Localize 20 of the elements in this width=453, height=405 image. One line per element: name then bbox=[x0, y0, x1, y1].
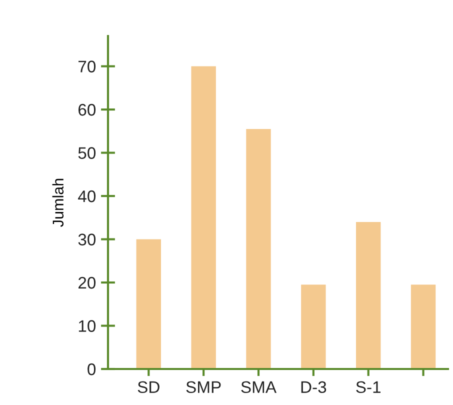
y-tick-label: 50 bbox=[78, 147, 96, 159]
x-tick-label: S-1 bbox=[356, 381, 381, 394]
bar bbox=[246, 128, 271, 369]
bar bbox=[136, 239, 162, 369]
bar bbox=[301, 284, 326, 369]
bar bbox=[356, 222, 381, 369]
x-tick-label: SMA bbox=[241, 381, 277, 394]
y-tick-label: 40 bbox=[78, 190, 96, 202]
y-tick-label: 20 bbox=[78, 276, 96, 289]
y-axis-title: Jumlah bbox=[52, 178, 64, 227]
bar bbox=[191, 66, 216, 369]
x-tick-label: D-3 bbox=[301, 381, 326, 394]
y-tick-label: 30 bbox=[78, 234, 96, 246]
y-tick-label: 60 bbox=[78, 104, 96, 116]
y-tick-label: 10 bbox=[78, 320, 96, 332]
y-tick-label: 0 bbox=[88, 363, 96, 376]
y-tick-label: 70 bbox=[78, 60, 96, 72]
x-tick-label: SMP bbox=[186, 381, 221, 394]
bar bbox=[410, 284, 436, 369]
x-tick-label: SD bbox=[138, 381, 160, 394]
